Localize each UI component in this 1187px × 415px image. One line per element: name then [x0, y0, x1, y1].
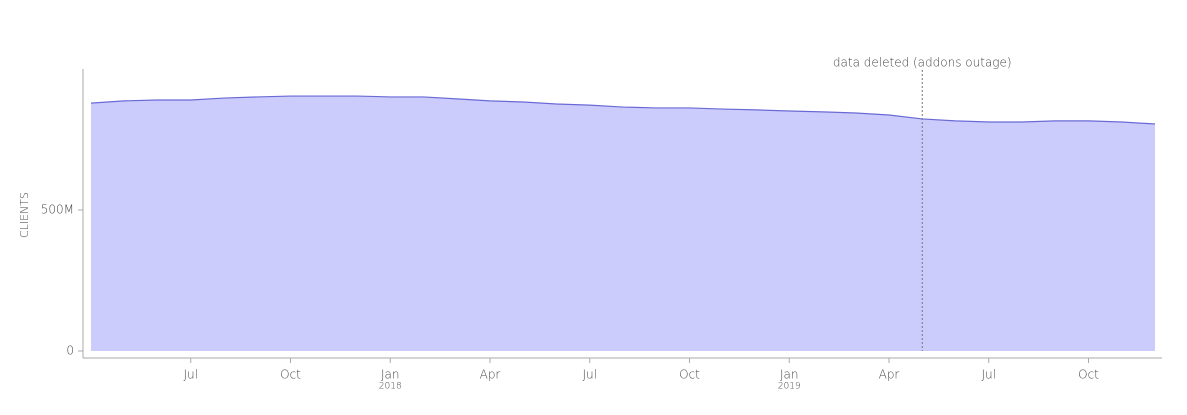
- x-tick-label: Jul: [184, 368, 198, 382]
- x-tick-label: Apr: [480, 368, 501, 382]
- x-tick-label: Oct: [679, 368, 700, 382]
- x-tick-label: Oct: [1078, 368, 1099, 382]
- line: [90, 95, 1156, 125]
- x-tick-label: Jul: [583, 368, 597, 382]
- x-tick-label: Jan: [381, 368, 400, 382]
- x-tick-label: Jan: [780, 368, 799, 382]
- x-tick-sublabel: 2019: [778, 382, 801, 392]
- x-tick-label: Apr: [879, 368, 900, 382]
- area: [91, 96, 1155, 352]
- y-axis-label: CLIENTS: [18, 192, 31, 238]
- x-tick-sublabel: 2018: [379, 382, 402, 392]
- annotation-text: data deleted (addons outage): [833, 56, 1012, 70]
- x-tick-label: Oct: [280, 368, 301, 382]
- y-tick-label: 500M: [41, 203, 74, 217]
- x-tick-label: Jul: [982, 368, 996, 382]
- y-tick-label: 0: [66, 344, 74, 358]
